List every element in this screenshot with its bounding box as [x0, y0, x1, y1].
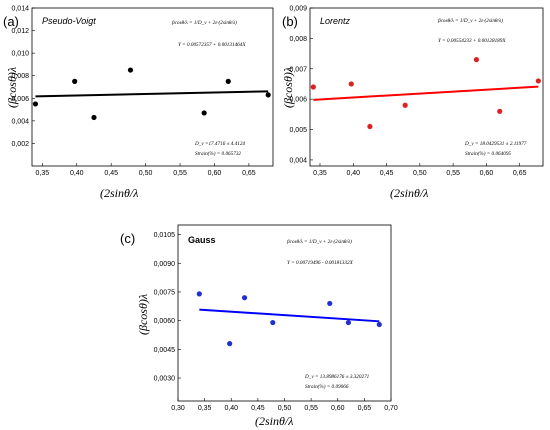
y-tick-label-b-2: 0,006	[289, 97, 307, 104]
eq-a: βcosθ/λ = 1/D_v + 2ε·(2sinθ/λ)	[171, 19, 237, 26]
panel-label-b: (b)	[282, 14, 298, 29]
y-tick-label-c-3: 0,0075	[154, 289, 176, 296]
y-tick-label-a-6: 0,014	[11, 6, 29, 13]
strain-a: Strain(%) = 0.065732	[195, 150, 241, 157]
chart-title-b: Lorentz	[320, 16, 351, 26]
plot-frame-a	[31, 7, 274, 167]
x-tick-label-c-3: 0,45	[251, 405, 265, 412]
x-axis-label-b: (2sinθ/λ	[390, 186, 428, 200]
y-tick-label-b-3: 0,007	[289, 66, 307, 73]
data-point-b-2	[367, 123, 373, 130]
fit-line-b	[313, 85, 539, 101]
x-axis-label-c: (2sinθ/λ	[255, 414, 293, 428]
panel-label-c: (c)	[120, 231, 135, 246]
y-tick-label-a-5: 0,012	[11, 28, 29, 35]
x-tick-label-b-5: 0,60	[480, 170, 494, 177]
data-point-c-0	[196, 291, 202, 297]
data-point-c-2	[241, 295, 248, 301]
eq-b: βcosθ/λ = 1/D_v + 2ε·(2sinθ/λ)	[437, 17, 503, 24]
x-tick-label-a-0: 0,35	[36, 170, 50, 177]
y-axis-label-c: (βcosθ)λ	[136, 294, 150, 335]
data-point-a-1	[72, 78, 78, 84]
fit-line-a	[35, 90, 269, 98]
y-axis-label-b: (βcosθ)λ	[281, 67, 295, 108]
data-point-a-3	[127, 67, 134, 73]
fit-a: Y = 0.00572357 + 0.00131464X	[178, 41, 246, 48]
panel-c: (c) Gauss (βcosθ)λ (2sinθ/λ βcosθ/λ = 1/…	[120, 224, 398, 428]
plot-frame-b	[309, 7, 544, 167]
y-tick-label-c-1: 0,0045	[154, 347, 176, 354]
panel-label-a: (a)	[3, 14, 19, 29]
x-tick-label-a-6: 0,65	[242, 170, 256, 177]
y-tick-label-c-5: 0,0105	[154, 232, 176, 239]
panel-a: (a) Pseudo-Voigt (βcosθ)λ (2sinθ/λ βcosθ…	[3, 6, 274, 200]
y-tick-label-c-4: 0,0090	[154, 261, 176, 268]
x-tick-label-b-4: 0,55	[446, 170, 460, 177]
x-tick-label-c-5: 0,55	[304, 405, 318, 412]
fit-c: Y = 0.00719496 - 0.00181332X	[287, 259, 354, 266]
data-point-c-6	[376, 321, 382, 328]
x-tick-label-c-6: 0,60	[331, 405, 345, 412]
data-point-b-4	[473, 57, 480, 63]
x-tick-label-c-0: 0,30	[171, 405, 185, 412]
data-point-b-6	[535, 78, 541, 84]
y-axis-label-a: (βcosθ)λ	[5, 67, 19, 108]
data-point-c-4	[327, 300, 333, 307]
strain-b: Strain(%) = 0.064095	[465, 150, 511, 157]
x-tick-label-a-4: 0,55	[173, 170, 187, 177]
y-tick-label-c-2: 0,0060	[154, 318, 176, 325]
x-tick-label-c-8: 0,70	[384, 405, 398, 412]
size-b: D_v = 18.0429531 ± 2.11977	[464, 140, 527, 147]
x-tick-label-b-3: 0,50	[413, 170, 427, 177]
y-tick-label-b-5: 0,009	[289, 6, 307, 13]
panel-b: (b) Lorentz (βcosθ)λ (2sinθ/λ βcosθ/λ = …	[281, 6, 544, 200]
x-tick-label-a-5: 0,60	[208, 170, 222, 177]
y-tick-label-b-4: 0,008	[289, 36, 307, 43]
x-axis-label-a: (2sinθ/λ	[100, 186, 138, 200]
y-tick-label-b-0: 0,004	[289, 157, 307, 164]
size-c: D_v = 13.8986176 ± 3.320271	[304, 374, 370, 380]
eq-c: βcosθ/λ = 1/D_v + 2ε·(2sinθ/λ)	[286, 238, 352, 245]
data-point-b-5	[497, 108, 503, 114]
data-point-a-4	[201, 110, 207, 116]
data-point-b-0	[310, 84, 316, 90]
data-point-b-3	[402, 102, 408, 108]
x-tick-label-b-1: 0,40	[346, 170, 360, 177]
chart-title-a: Pseudo-Voigt	[42, 16, 96, 26]
y-tick-label-a-2: 0,006	[11, 96, 29, 103]
data-point-a-0	[32, 101, 39, 107]
x-tick-label-c-2: 0,40	[224, 405, 238, 412]
data-point-c-1	[227, 341, 233, 347]
chart-title-c: Gauss	[188, 235, 216, 245]
fit-b: Y = 0.00554233 + 0.00128189X	[438, 37, 506, 44]
x-tick-label-c-1: 0,35	[198, 405, 212, 412]
size-a: D_v =17.4716 ± 4.4124	[194, 140, 245, 147]
x-tick-label-b-6: 0,65	[513, 170, 527, 177]
fit-line-c	[199, 308, 380, 323]
y-tick-label-a-1: 0,004	[11, 118, 29, 125]
y-tick-label-a-3: 0,008	[11, 73, 29, 80]
data-point-a-2	[91, 114, 97, 121]
x-tick-label-b-2: 0,45	[380, 170, 394, 177]
x-tick-label-a-1: 0,40	[70, 170, 84, 177]
y-tick-label-a-0: 0,002	[11, 141, 29, 148]
data-point-c-3	[270, 319, 276, 326]
x-tick-label-c-7: 0,65	[358, 405, 372, 412]
x-tick-label-b-0: 0,35	[313, 170, 327, 177]
y-tick-label-a-4: 0,010	[11, 51, 29, 58]
y-tick-label-b-1: 0,005	[289, 127, 307, 134]
data-point-b-1	[348, 81, 354, 87]
x-tick-label-a-2: 0,45	[104, 170, 118, 177]
data-point-a-6	[265, 92, 271, 98]
x-tick-label-c-4: 0,50	[278, 405, 292, 412]
data-point-c-5	[345, 319, 351, 326]
data-point-a-5	[225, 78, 231, 84]
y-tick-label-c-0: 0,0030	[154, 376, 176, 383]
strain-c: Strain(%) = 0.09066	[305, 383, 349, 390]
x-tick-label-a-3: 0,50	[139, 170, 153, 177]
